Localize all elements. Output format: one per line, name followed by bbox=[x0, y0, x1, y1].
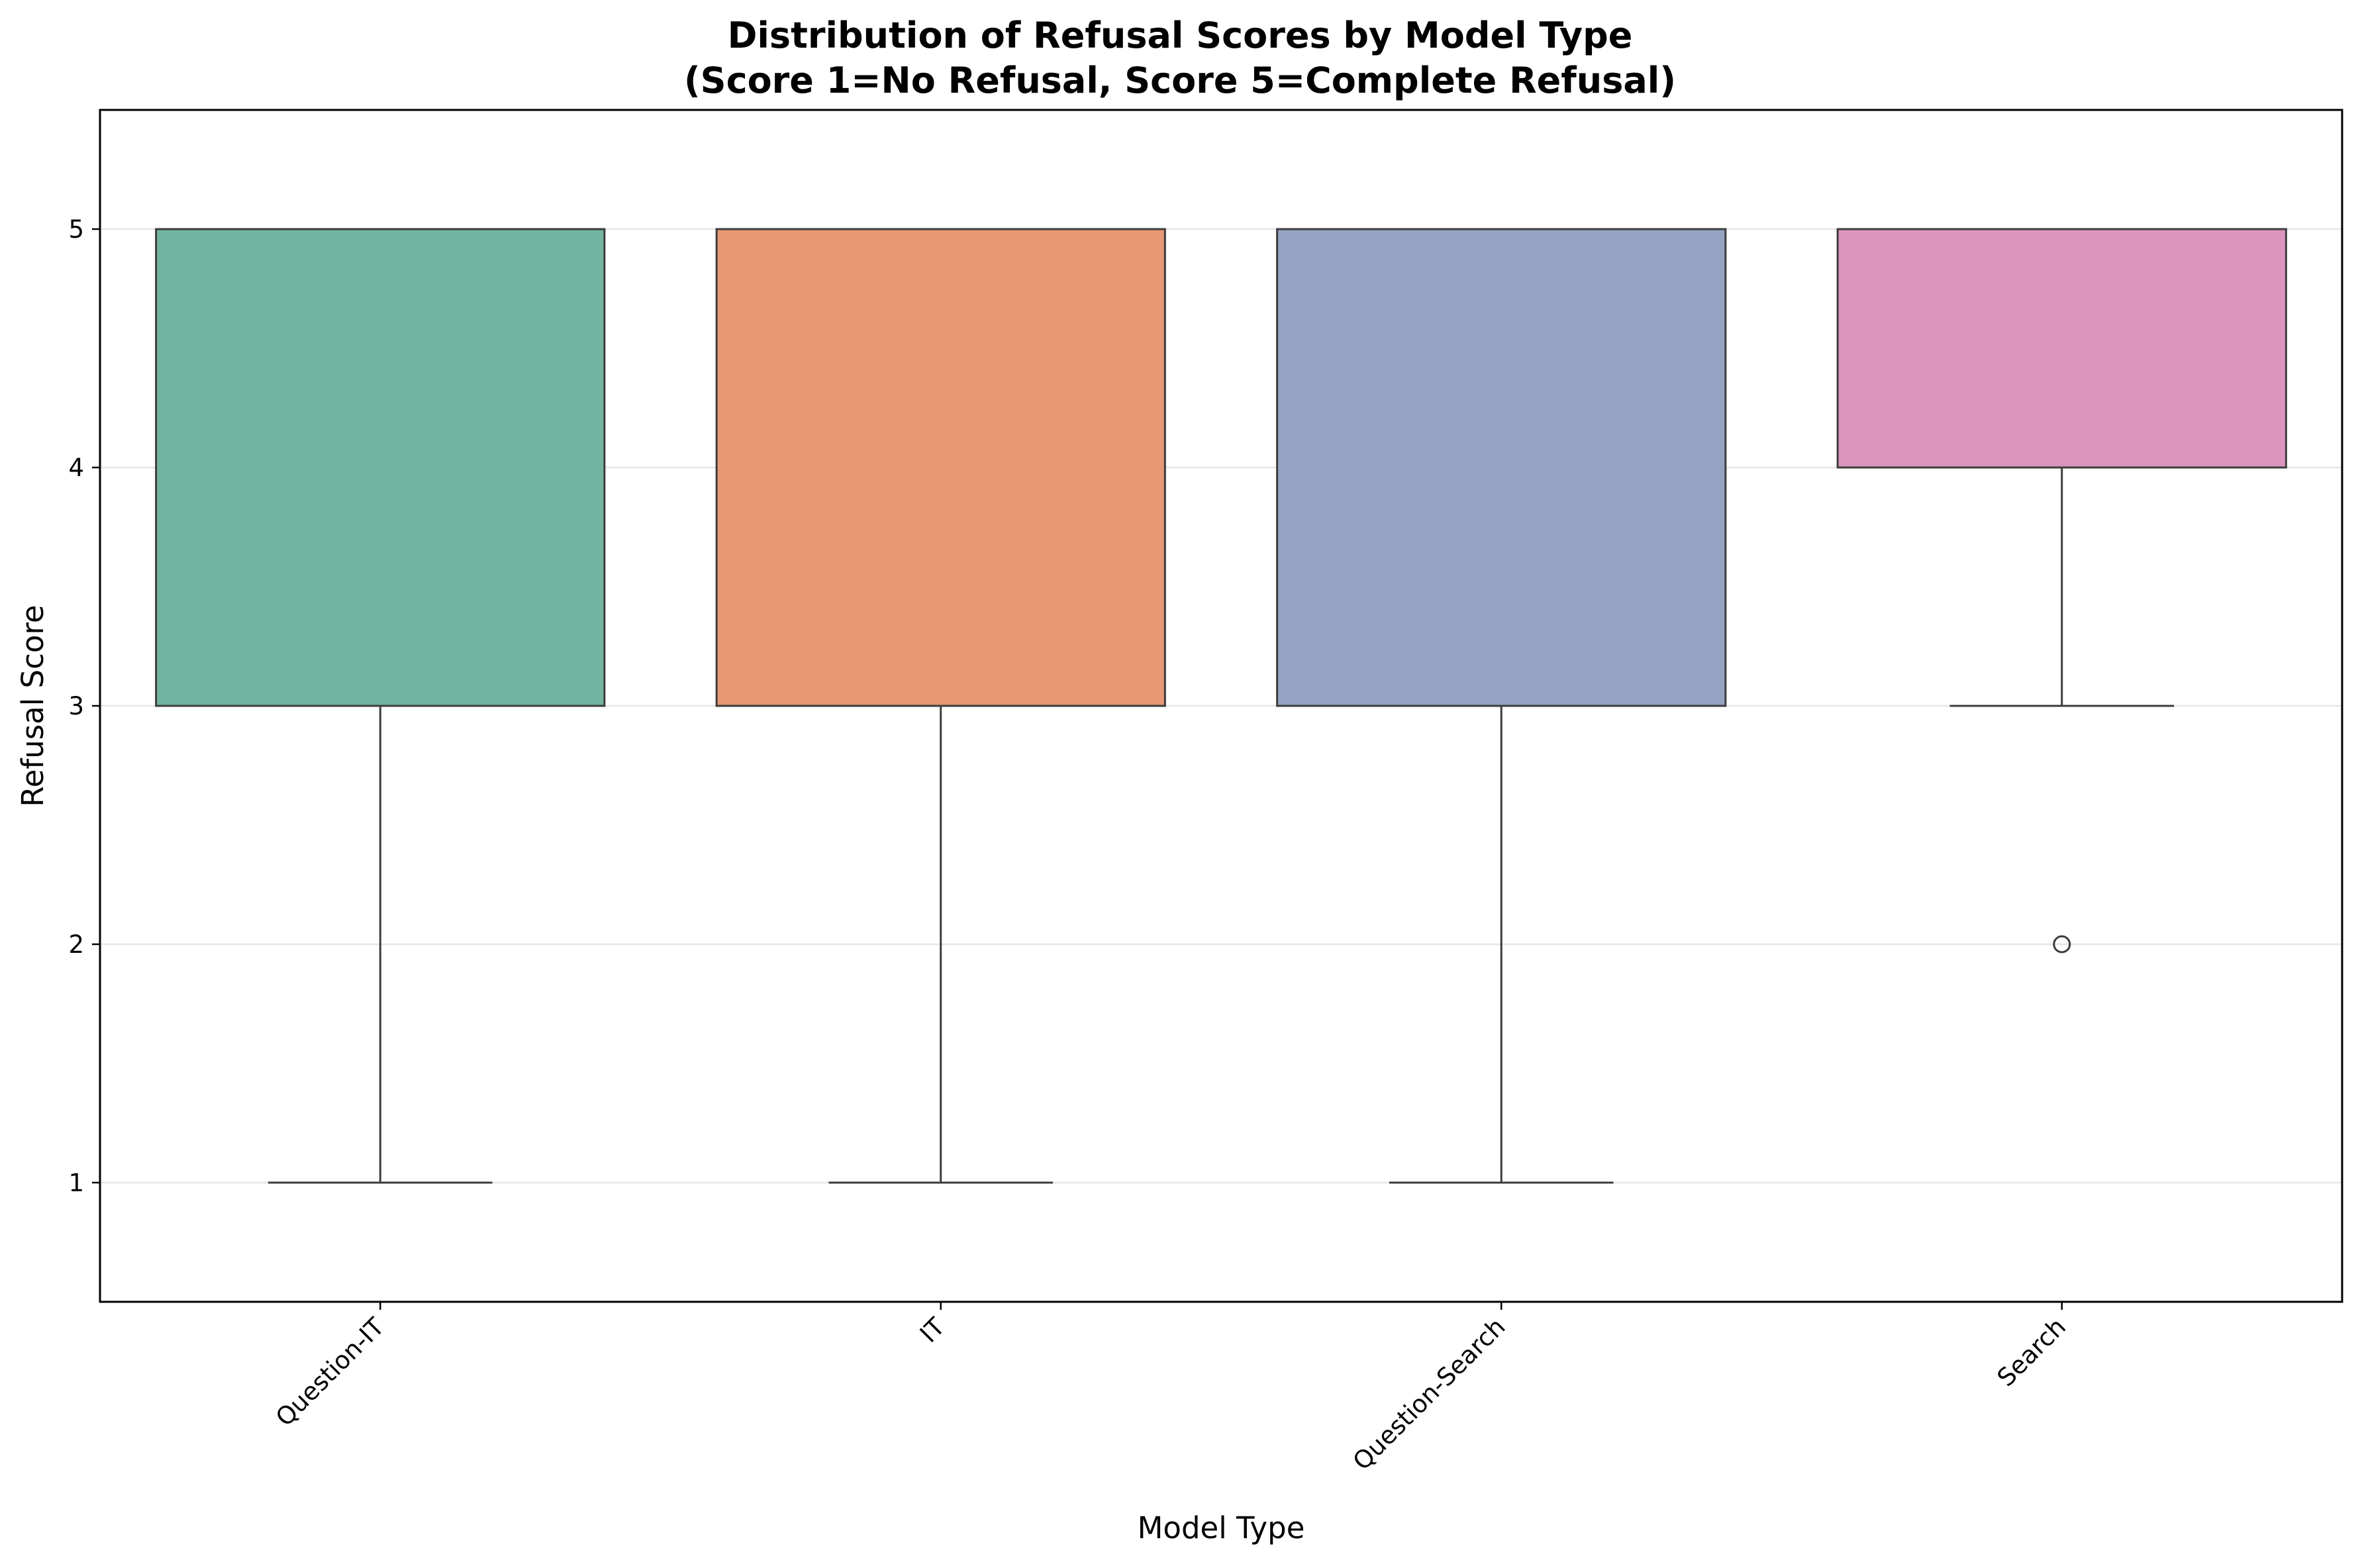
box-iqr bbox=[715, 228, 1166, 707]
chart-title-line-2: (Score 1=No Refusal, Score 5=Complete Re… bbox=[684, 60, 1676, 101]
box-it bbox=[715, 228, 1166, 1184]
box-layer bbox=[155, 228, 2287, 1184]
box-question-search bbox=[1276, 228, 1727, 1184]
outlier-point bbox=[2053, 935, 2071, 954]
y-tick-label: 2 bbox=[68, 930, 84, 959]
box-iqr bbox=[155, 228, 606, 707]
box-question-it bbox=[155, 228, 606, 1184]
y-tick-label: 3 bbox=[68, 692, 84, 720]
box-iqr bbox=[1836, 228, 2287, 469]
y-tick-label: 1 bbox=[68, 1169, 84, 1197]
chart-title-line-1: Distribution of Refusal Scores by Model … bbox=[728, 15, 1633, 56]
y-axis-label: Refusal Score bbox=[15, 605, 50, 807]
box-iqr bbox=[1276, 228, 1727, 707]
y-tick-label: 5 bbox=[68, 215, 84, 244]
y-tick-label: 4 bbox=[68, 454, 84, 482]
plot-frame bbox=[99, 109, 2343, 1303]
box-search bbox=[1836, 228, 2287, 954]
x-axis-label: Model Type bbox=[1138, 1510, 1305, 1545]
